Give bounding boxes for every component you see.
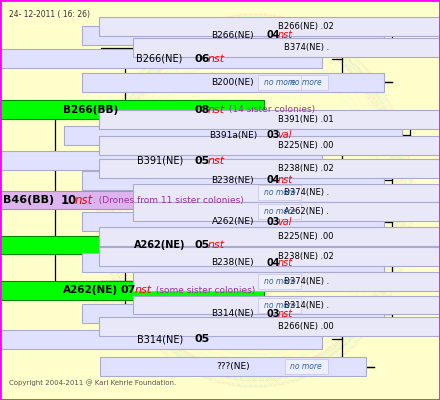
- Text: nst: nst: [278, 309, 293, 319]
- Text: nst: nst: [208, 105, 225, 115]
- Text: 04: 04: [267, 258, 280, 268]
- Text: 10: 10: [60, 194, 77, 206]
- Text: no more: no more: [264, 207, 295, 216]
- Text: ???(NE): ???(NE): [216, 362, 250, 371]
- FancyBboxPatch shape: [0, 330, 322, 348]
- FancyBboxPatch shape: [82, 171, 384, 190]
- Text: B238(NE) .02: B238(NE) .02: [279, 252, 334, 261]
- Text: A262(NE): A262(NE): [212, 217, 254, 226]
- Text: 24- 12-2011 ( 16: 26): 24- 12-2011 ( 16: 26): [9, 10, 90, 19]
- FancyBboxPatch shape: [258, 204, 301, 219]
- Text: A262(NE) .: A262(NE) .: [284, 207, 329, 216]
- Text: B200(NE): B200(NE): [212, 78, 254, 87]
- Text: B374(NE) .: B374(NE) .: [284, 44, 329, 52]
- Text: B46(BB): B46(BB): [3, 195, 54, 205]
- FancyBboxPatch shape: [99, 317, 440, 336]
- Text: B314(NE): B314(NE): [136, 334, 183, 344]
- FancyBboxPatch shape: [258, 186, 301, 200]
- FancyBboxPatch shape: [82, 304, 384, 323]
- FancyBboxPatch shape: [99, 248, 440, 266]
- Text: B225(NE) .00: B225(NE) .00: [279, 141, 334, 150]
- Text: B391a(NE): B391a(NE): [209, 131, 257, 140]
- Text: nst: nst: [208, 54, 225, 64]
- Text: no more: no more: [264, 300, 295, 310]
- FancyBboxPatch shape: [82, 253, 384, 272]
- FancyBboxPatch shape: [0, 236, 322, 254]
- FancyBboxPatch shape: [0, 281, 264, 300]
- FancyBboxPatch shape: [0, 151, 322, 170]
- Text: 05: 05: [194, 240, 209, 250]
- Text: B314(NE) .: B314(NE) .: [284, 300, 329, 310]
- Text: nst: nst: [135, 285, 152, 295]
- FancyBboxPatch shape: [99, 227, 440, 246]
- Text: 07: 07: [121, 285, 136, 295]
- Text: B374(NE) .: B374(NE) .: [284, 188, 329, 198]
- Text: 03: 03: [267, 309, 280, 319]
- FancyBboxPatch shape: [82, 26, 384, 45]
- Text: B266(NE): B266(NE): [136, 54, 183, 64]
- FancyBboxPatch shape: [82, 73, 384, 92]
- FancyBboxPatch shape: [99, 159, 440, 178]
- Text: . (Drones from 11 sister colonies): . (Drones from 11 sister colonies): [93, 196, 244, 204]
- Text: B391(NE): B391(NE): [136, 156, 183, 166]
- Text: B238(NE): B238(NE): [212, 258, 254, 267]
- FancyBboxPatch shape: [99, 17, 440, 36]
- FancyBboxPatch shape: [99, 110, 440, 129]
- FancyBboxPatch shape: [258, 298, 301, 312]
- FancyBboxPatch shape: [82, 212, 384, 231]
- Text: nst: nst: [278, 258, 293, 268]
- Text: B225(NE) .00: B225(NE) .00: [279, 232, 334, 241]
- Text: val: val: [278, 130, 292, 140]
- FancyBboxPatch shape: [258, 75, 301, 90]
- Text: nst: nst: [278, 30, 293, 40]
- FancyBboxPatch shape: [0, 50, 322, 68]
- Text: B266(BB): B266(BB): [63, 105, 118, 115]
- Text: A262(NE): A262(NE): [63, 285, 118, 295]
- Text: nst: nst: [278, 175, 293, 186]
- Text: B238(NE): B238(NE): [212, 176, 254, 185]
- FancyBboxPatch shape: [285, 75, 328, 90]
- Text: B266(NE) .00: B266(NE) .00: [279, 322, 334, 331]
- Text: B238(NE) .02: B238(NE) .02: [279, 164, 334, 173]
- Text: 06: 06: [194, 54, 209, 64]
- FancyBboxPatch shape: [0, 190, 190, 210]
- Text: no more: no more: [290, 362, 322, 371]
- Text: A262(NE): A262(NE): [134, 240, 185, 250]
- Text: no more: no more: [264, 277, 295, 286]
- Text: (14 sister colonies): (14 sister colonies): [227, 105, 315, 114]
- FancyBboxPatch shape: [133, 38, 440, 57]
- Text: B374(NE) .: B374(NE) .: [284, 277, 329, 286]
- FancyBboxPatch shape: [133, 272, 440, 290]
- Text: 04: 04: [267, 30, 280, 40]
- Text: 03: 03: [267, 130, 280, 140]
- Text: B314(NE): B314(NE): [212, 309, 254, 318]
- Text: B266(NE) .02: B266(NE) .02: [279, 22, 334, 31]
- FancyBboxPatch shape: [133, 202, 440, 221]
- Text: 04: 04: [267, 175, 280, 186]
- FancyBboxPatch shape: [64, 126, 402, 145]
- FancyBboxPatch shape: [100, 357, 366, 376]
- FancyBboxPatch shape: [133, 184, 440, 202]
- Text: (some sister colonies): (some sister colonies): [153, 286, 255, 295]
- Text: 05: 05: [194, 156, 209, 166]
- FancyBboxPatch shape: [133, 296, 440, 314]
- Text: 08: 08: [194, 105, 209, 115]
- Text: B391(NE) .01: B391(NE) .01: [279, 115, 334, 124]
- Text: nst: nst: [208, 156, 225, 166]
- Text: B266(NE): B266(NE): [212, 31, 254, 40]
- Text: 05: 05: [194, 334, 209, 344]
- Text: no more: no more: [264, 78, 295, 87]
- Text: val: val: [278, 216, 292, 226]
- FancyBboxPatch shape: [0, 100, 264, 119]
- Text: Copyright 2004-2011 @ Karl Kehrle Foundation.: Copyright 2004-2011 @ Karl Kehrle Founda…: [9, 380, 176, 386]
- FancyBboxPatch shape: [99, 136, 440, 154]
- Text: no more: no more: [290, 78, 322, 87]
- FancyBboxPatch shape: [285, 359, 328, 374]
- Text: no more: no more: [264, 188, 295, 198]
- Text: nst: nst: [74, 194, 92, 206]
- Text: 03: 03: [267, 216, 280, 226]
- FancyBboxPatch shape: [258, 274, 301, 288]
- Text: nst: nst: [208, 240, 225, 250]
